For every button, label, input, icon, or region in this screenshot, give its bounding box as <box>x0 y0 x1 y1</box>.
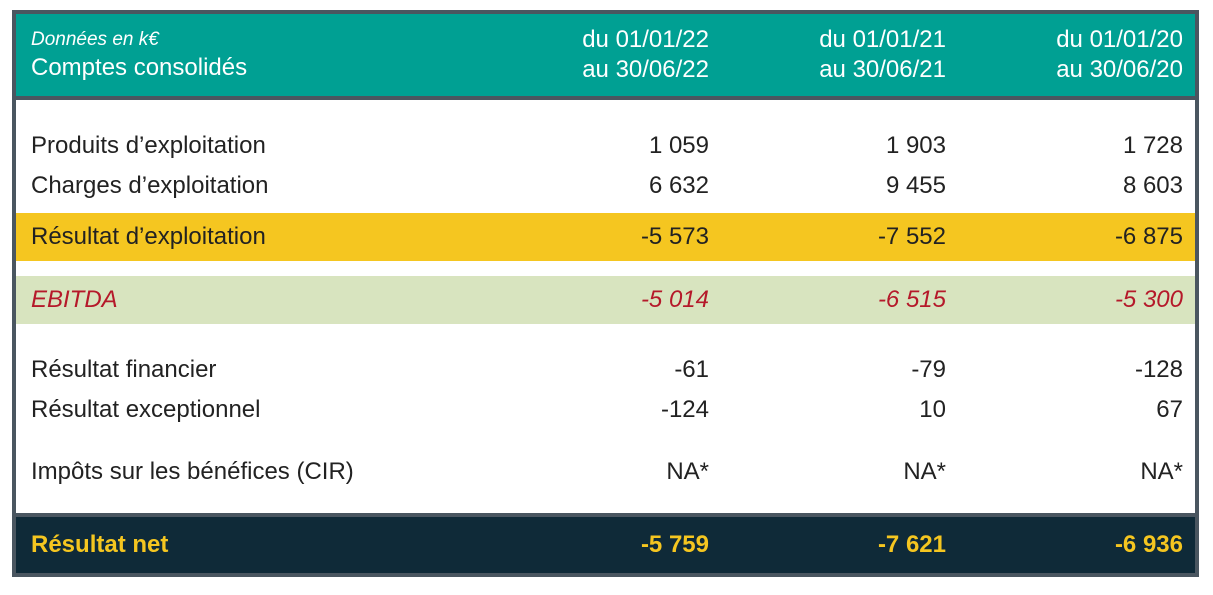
period-header-2020: du 01/01/20 au 30/06/20 <box>983 14 1183 96</box>
row-value: -5 014 <box>640 286 709 313</box>
row-value: NA* <box>666 458 709 485</box>
row-label: Charges d’exploitation <box>31 172 269 199</box>
row-value: -5 573 <box>640 223 709 250</box>
row-value: -6 936 <box>1114 531 1183 558</box>
row-label: Résultat exceptionnel <box>31 396 261 423</box>
period-header-2021: du 01/01/21 au 30/06/21 <box>746 14 946 96</box>
row-value: 6 632 <box>648 172 709 199</box>
period-from: du 01/01/22 <box>582 26 709 53</box>
row-resultat-financier: Résultat financier -61 -79 -128 <box>16 350 1195 390</box>
row-value: 1 728 <box>1122 132 1183 159</box>
row-value: -79 <box>911 356 946 383</box>
period-to: au 30/06/22 <box>582 56 709 83</box>
row-label: Résultat d’exploitation <box>31 223 266 250</box>
row-value: -6 875 <box>1114 223 1183 250</box>
row-value: 1 059 <box>648 132 709 159</box>
row-label: Résultat financier <box>31 356 217 383</box>
row-value: -5 300 <box>1114 286 1183 313</box>
row-label: Produits d’exploitation <box>31 132 266 159</box>
row-charges: Charges d’exploitation 6 632 9 455 8 603 <box>16 166 1195 206</box>
row-produits: Produits d’exploitation 1 059 1 903 1 72… <box>16 126 1195 166</box>
row-impots: Impôts sur les bénéfices (CIR) NA* NA* N… <box>16 452 1195 492</box>
row-resultat-exceptionnel: Résultat exceptionnel -124 10 67 <box>16 390 1195 430</box>
row-value: -7 552 <box>877 223 946 250</box>
row-value: -124 <box>660 396 709 423</box>
header-label-cell: Données en k€ Comptes consolidés <box>31 14 247 96</box>
row-label: EBITDA <box>31 286 118 313</box>
row-value: -128 <box>1134 356 1183 383</box>
row-value: -6 515 <box>877 286 946 313</box>
row-value: -5 759 <box>640 531 709 558</box>
period-from: du 01/01/20 <box>1056 26 1183 53</box>
period-to: au 30/06/20 <box>1056 56 1183 83</box>
header-divider <box>16 96 1195 100</box>
financial-table-frame: Données en k€ Comptes consolidés du 01/0… <box>12 10 1199 577</box>
accounts-label: Comptes consolidés <box>31 54 248 81</box>
period-to: au 30/06/21 <box>819 56 946 83</box>
row-value: NA* <box>903 458 946 485</box>
row-ebitda: EBITDA -5 014 -6 515 -5 300 <box>16 276 1195 324</box>
row-value: -7 621 <box>877 531 946 558</box>
row-value: 10 <box>919 396 946 423</box>
row-value: 8 603 <box>1122 172 1183 199</box>
row-label: Impôts sur les bénéfices (CIR) <box>31 458 354 485</box>
period-from: du 01/01/21 <box>819 26 946 53</box>
table-header: Données en k€ Comptes consolidés du 01/0… <box>16 14 1195 96</box>
row-value: -61 <box>674 356 709 383</box>
period-header-2022: du 01/01/22 au 30/06/22 <box>509 14 709 96</box>
row-value: NA* <box>1140 458 1183 485</box>
financial-table: Données en k€ Comptes consolidés du 01/0… <box>16 14 1195 573</box>
row-value: 1 903 <box>885 132 946 159</box>
row-label: Résultat net <box>31 531 169 558</box>
row-value: 67 <box>1156 396 1183 423</box>
row-value: 9 455 <box>885 172 946 199</box>
row-resultat-exploitation: Résultat d’exploitation -5 573 -7 552 -6… <box>16 213 1195 261</box>
row-resultat-net: Résultat net -5 759 -7 621 -6 936 <box>16 517 1195 573</box>
unit-label: Données en k€ <box>31 29 159 50</box>
net-divider <box>16 513 1195 517</box>
